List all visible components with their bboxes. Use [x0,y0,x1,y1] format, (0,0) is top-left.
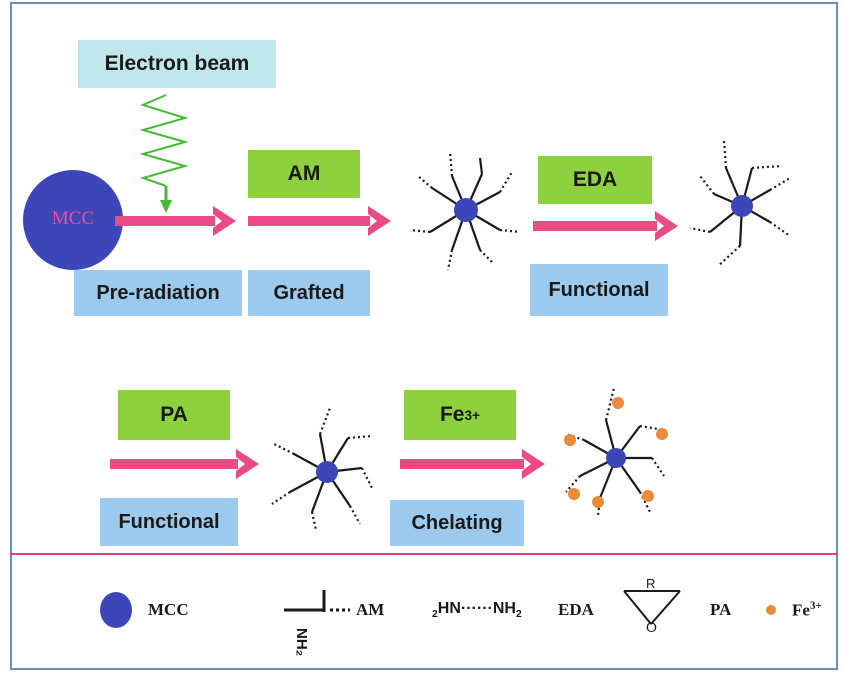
reagent-fe-text: Fe [439,403,465,426]
legend-iron-symbol [766,605,776,615]
step-functional-eda-box: Functional [530,264,668,316]
reagent-fe-charge: 3+ [464,407,481,423]
legend-fe-text: Fe [792,600,810,620]
legend-am-vertical: NH₂ [293,628,310,657]
eda-core [731,195,753,217]
reagent-eda-box: EDA [538,156,652,204]
step-functional-pa-box: Functional [100,498,238,546]
iron-dot [564,434,576,446]
step-grafted-box: Grafted [248,270,370,316]
step-chelating-box: Chelating [390,500,524,546]
legend-eda-hn: HN [437,600,461,617]
iron-dot [568,488,580,500]
legend-pa-o: O [646,619,657,635]
figure-frame [10,2,838,670]
legend-eda-nh: NH [492,600,516,617]
iron-dot [642,490,654,502]
iron-dot [612,397,624,409]
arrow-1 [115,206,236,236]
legend-pa-r: R [646,576,656,591]
legend-eda-sub-left: 2 [432,609,438,621]
legend-eda-dots: ······ [460,600,493,617]
reagent-fe-box: Fe 3+ [404,390,516,440]
legend-fe-charge: 3+ [809,600,822,612]
iron-dot [592,496,604,508]
grafted-core [454,198,478,222]
electron-beam-head [160,200,172,213]
legend-mcc-symbol [100,592,132,628]
legend-pa-label: PA [710,600,732,619]
legend-am-label: AM [356,600,385,619]
legend-am-symbol [284,590,350,612]
mcc-core-label: MCC [51,208,95,229]
iron-dot [656,428,668,440]
pa-core [316,461,338,483]
legend-pa-symbol [623,590,681,625]
arrow-2 [248,206,391,236]
legend-eda-sub-right: 2 [515,609,522,621]
reagent-am-box: AM [248,150,360,198]
legend-eda-formula: 2HN······NH2 [432,600,522,620]
mcc-circle [23,170,123,270]
arrow-4 [110,449,259,479]
arrow-3 [533,211,678,241]
step-pre-radiation-box: Pre-radiation [74,270,242,316]
legend-mcc-label: MCC [148,600,189,619]
electron-beam-label: Electron beam [78,40,276,88]
electron-beam-zigzag [139,94,189,187]
reagent-pa-box: PA [118,390,230,440]
legend-eda-label: EDA [558,600,594,619]
legend-fe-label: Fe3+ [792,600,822,621]
arrow-5 [400,449,545,479]
chelated-core [606,448,626,468]
